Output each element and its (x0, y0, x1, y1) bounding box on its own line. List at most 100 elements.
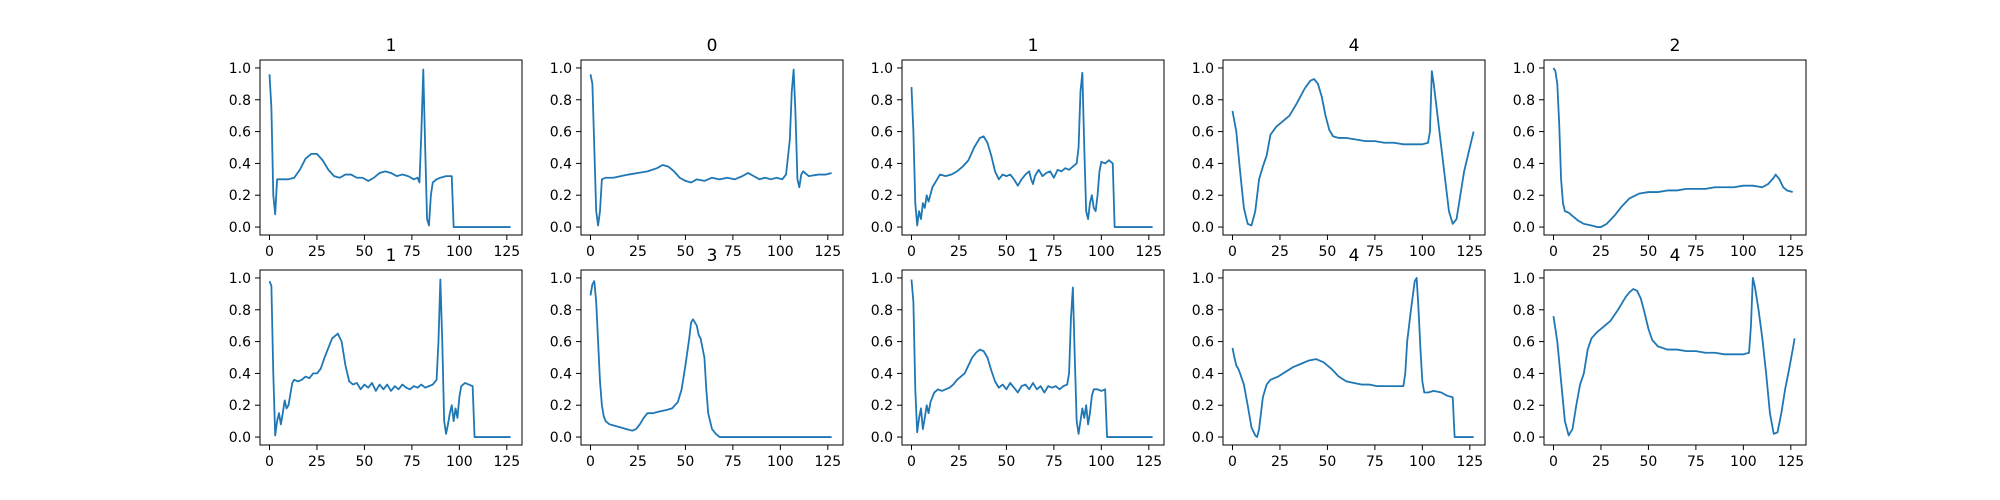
subplot-10: 4 0 25 50 75 100 125 0.0 0.2 0.4 0.6 0.8 1.0 (1513, 246, 1807, 470)
y-tick-label: 1.0 (1192, 271, 1214, 287)
y-tick-label: 0.4 (1192, 156, 1214, 172)
x-tick-label: 75 (403, 244, 421, 260)
y-tick-label: 0.6 (229, 335, 251, 351)
subplot-title: 4 (1349, 36, 1360, 56)
y-tick-label: 0.4 (229, 156, 251, 172)
x-tick-label: 50 (356, 454, 374, 470)
y-tick-label: 0.2 (1192, 188, 1214, 204)
x-tick-label: 0 (907, 244, 916, 260)
y-tick-label: 0.6 (229, 125, 251, 141)
x-tick-label: 50 (998, 454, 1016, 470)
x-tick-label: 100 (1088, 454, 1115, 470)
x-tick-label: 100 (767, 454, 794, 470)
x-tick-label: 25 (1592, 454, 1610, 470)
x-tick-label: 125 (1456, 454, 1483, 470)
y-tick-label: 0.8 (550, 93, 572, 109)
series-line (1231, 277, 1474, 438)
y-tick-label: 0.6 (1513, 335, 1535, 351)
axes-frame (901, 269, 1165, 446)
y-tick-label: 0.6 (1192, 125, 1214, 141)
y-tick-label: 0.8 (871, 93, 893, 109)
y-tick-label: 0.4 (229, 366, 251, 382)
y-tick-label: 0.8 (550, 303, 572, 319)
x-tick-label: 25 (950, 244, 968, 260)
y-tick-label: 0.0 (871, 220, 893, 236)
y-tick-label: 0.4 (550, 156, 572, 172)
y-tick-label: 0.8 (229, 303, 251, 319)
y-tick-label: 0.8 (1192, 303, 1214, 319)
y-tick-label: 0.2 (1192, 398, 1214, 414)
x-tick-label: 125 (493, 244, 520, 260)
y-tick-label: 0.6 (871, 125, 893, 141)
axes-frame (1543, 59, 1807, 236)
subplot-title: 4 (1670, 246, 1681, 266)
y-tick-label: 0.2 (871, 188, 893, 204)
y-tick-label: 0.0 (1513, 220, 1535, 236)
subplot-3: 1 0 25 50 75 100 125 0.0 0.2 0.4 0.6 0.8 1.0 (871, 36, 1165, 260)
y-tick-label: 1.0 (229, 61, 251, 77)
y-tick-label: 0.4 (1513, 366, 1535, 382)
x-tick-label: 100 (767, 244, 794, 260)
axes-frame (580, 59, 844, 236)
x-tick-label: 125 (814, 454, 841, 470)
y-tick-label: 0.2 (871, 398, 893, 414)
axes-frame (259, 269, 523, 446)
x-tick-label: 0 (1549, 244, 1558, 260)
subplot-9: 4 0 25 50 75 100 125 0.0 0.2 0.4 0.6 0.8 1.0 (1192, 246, 1486, 470)
subplot-title: 2 (1670, 36, 1681, 56)
x-tick-label: 100 (1730, 454, 1757, 470)
x-tick-label: 75 (1687, 244, 1705, 260)
axes-frame (1222, 269, 1486, 446)
y-tick-label: 1.0 (871, 61, 893, 77)
subplot-4: 4 0 25 50 75 100 125 0.0 0.2 0.4 0.6 0.8 1.0 (1192, 36, 1486, 260)
y-tick-label: 0.6 (1192, 335, 1214, 351)
x-tick-label: 25 (950, 454, 968, 470)
series-line (589, 68, 832, 227)
y-tick-label: 0.0 (1192, 220, 1214, 236)
x-tick-label: 125 (1777, 244, 1804, 260)
x-tick-label: 25 (1271, 244, 1289, 260)
axes-frame (901, 59, 1165, 236)
subplot-8: 1 0 25 50 75 100 125 0.0 0.2 0.4 0.6 0.8 1.0 (871, 246, 1165, 470)
x-tick-label: 50 (1319, 454, 1337, 470)
x-tick-label: 25 (629, 244, 647, 260)
x-tick-label: 75 (1687, 454, 1705, 470)
x-tick-label: 100 (1730, 244, 1757, 260)
y-tick-label: 0.0 (229, 220, 251, 236)
y-tick-label: 0.8 (1513, 93, 1535, 109)
subplot-title: 1 (386, 36, 397, 56)
y-tick-label: 0.2 (550, 398, 572, 414)
y-tick-label: 0.0 (550, 220, 572, 236)
x-tick-label: 125 (1456, 244, 1483, 260)
y-tick-label: 0.2 (1513, 398, 1535, 414)
y-tick-label: 0.8 (1513, 303, 1535, 319)
x-tick-label: 125 (1135, 454, 1162, 470)
y-tick-label: 1.0 (871, 271, 893, 287)
x-tick-label: 75 (1045, 454, 1063, 470)
y-tick-label: 0.0 (229, 430, 251, 446)
y-tick-label: 1.0 (1513, 271, 1535, 287)
y-tick-label: 1.0 (550, 271, 572, 287)
series-line (589, 280, 832, 438)
x-tick-label: 50 (1640, 244, 1658, 260)
y-tick-label: 1.0 (1513, 61, 1535, 77)
x-tick-label: 125 (814, 244, 841, 260)
series-line (910, 71, 1153, 228)
x-tick-label: 50 (677, 454, 695, 470)
axes-frame (259, 59, 523, 236)
subplot-1: 1 0 25 50 75 100 125 0.0 0.2 0.4 0.6 0.8 1.0 (229, 36, 523, 260)
subplot-title: 0 (707, 36, 718, 56)
y-tick-label: 0.4 (1192, 366, 1214, 382)
y-tick-label: 0.6 (871, 335, 893, 351)
y-tick-label: 0.2 (1513, 188, 1535, 204)
x-tick-label: 25 (308, 244, 326, 260)
subplot-title: 1 (1028, 246, 1039, 266)
x-tick-label: 75 (724, 244, 742, 260)
x-tick-label: 75 (724, 454, 742, 470)
x-tick-label: 75 (1366, 454, 1384, 470)
x-tick-label: 100 (1409, 454, 1436, 470)
x-tick-label: 50 (677, 244, 695, 260)
y-tick-label: 0.4 (871, 156, 893, 172)
x-tick-label: 25 (1271, 454, 1289, 470)
